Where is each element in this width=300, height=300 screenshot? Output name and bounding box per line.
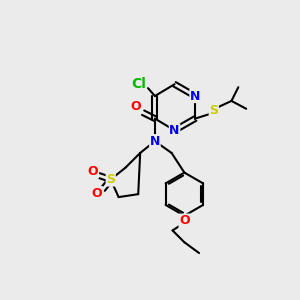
Text: S: S <box>106 173 115 186</box>
Text: O: O <box>92 187 102 200</box>
Text: N: N <box>150 135 160 148</box>
Text: S: S <box>209 104 218 117</box>
Text: O: O <box>179 214 190 227</box>
Text: O: O <box>88 165 98 178</box>
Text: Cl: Cl <box>131 77 146 91</box>
Text: N: N <box>169 124 180 137</box>
Text: O: O <box>130 100 141 113</box>
Text: N: N <box>190 89 200 103</box>
